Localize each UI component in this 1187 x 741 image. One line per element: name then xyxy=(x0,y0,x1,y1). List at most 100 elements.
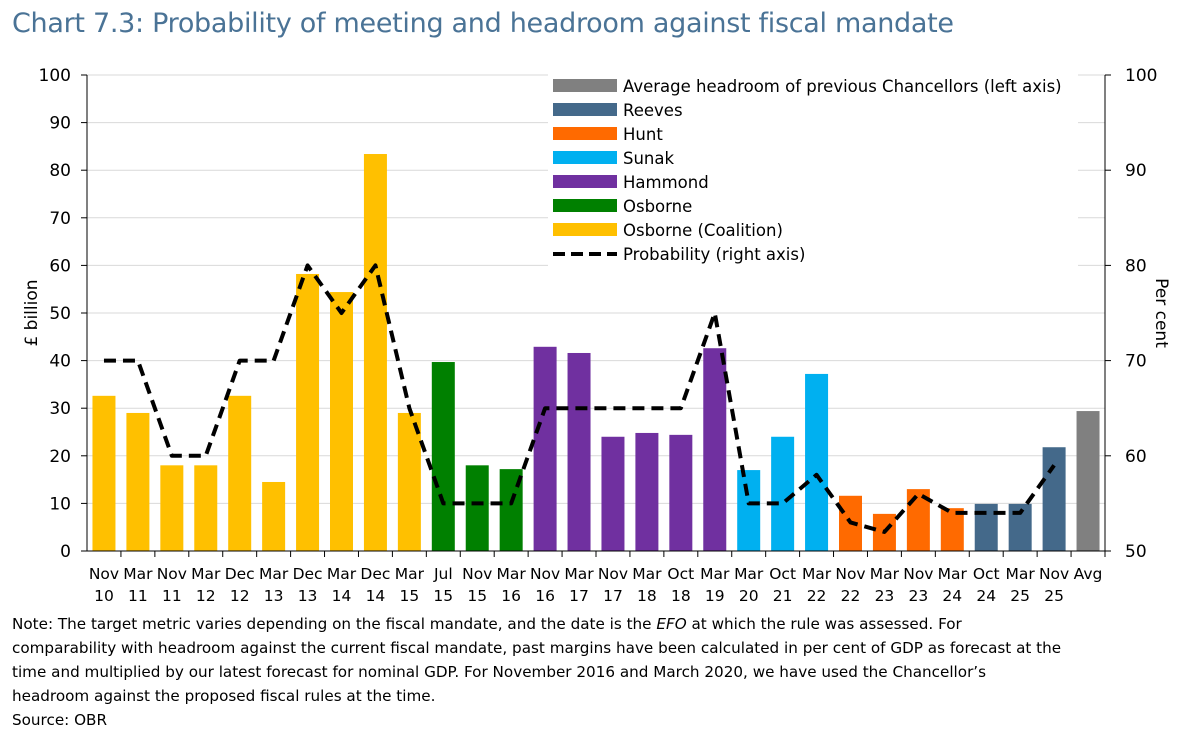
legend-swatch xyxy=(553,79,617,92)
y2-tick-label: 90 xyxy=(1125,161,1147,181)
x-tick-label: 11 xyxy=(128,587,148,605)
x-tick-label: Nov xyxy=(1039,565,1069,583)
bar xyxy=(296,273,320,551)
y2-tick-label: 70 xyxy=(1125,352,1147,372)
y2-tick-label: 50 xyxy=(1125,542,1147,562)
bar xyxy=(431,362,455,551)
x-tick-label: 20 xyxy=(739,587,759,605)
y-tick-label: 0 xyxy=(60,542,71,562)
x-tick-label: Mar xyxy=(497,565,527,583)
y-tick-label: 10 xyxy=(49,494,71,514)
x-tick-label: Oct xyxy=(973,565,1000,583)
bar xyxy=(1042,447,1066,551)
note-text: headroom against the proposed fiscal rul… xyxy=(12,687,436,705)
bar xyxy=(397,412,421,551)
x-tick-label: 25 xyxy=(1010,587,1030,605)
legend-swatch xyxy=(553,223,617,236)
x-tick-label: 17 xyxy=(569,587,589,605)
bar xyxy=(363,154,387,552)
legend-label: Hammond xyxy=(623,173,709,192)
note-text: time and multiplied by our latest foreca… xyxy=(12,663,987,681)
x-tick-label: 10 xyxy=(94,587,114,605)
y-tick-label: 60 xyxy=(49,256,71,276)
x-tick-label: 23 xyxy=(908,587,928,605)
x-tick-label: Mar xyxy=(632,565,662,583)
legend-box xyxy=(548,74,1078,270)
x-tick-label: Mar xyxy=(259,565,289,583)
y-axis-label: £ billion xyxy=(22,279,42,346)
bar xyxy=(940,508,964,551)
bar xyxy=(669,434,693,551)
x-tick-label: 23 xyxy=(875,587,895,605)
legend-label: Sunak xyxy=(623,149,674,168)
x-tick-label: Jul xyxy=(433,565,453,583)
bar xyxy=(974,503,998,551)
bar xyxy=(1076,411,1100,551)
bar xyxy=(906,489,930,551)
bar xyxy=(601,436,625,551)
x-tick-label: 15 xyxy=(433,587,453,605)
x-tick-label: Nov xyxy=(530,565,560,583)
bar xyxy=(194,465,218,551)
legend-swatch xyxy=(553,175,617,188)
x-tick-label: Dec xyxy=(225,565,255,583)
x-tick-label: 16 xyxy=(501,587,521,605)
x-tick-label: Mar xyxy=(123,565,153,583)
y2-tick-label: 60 xyxy=(1125,447,1147,467)
bar xyxy=(228,395,252,551)
bar xyxy=(92,395,116,551)
bar xyxy=(771,436,795,551)
bar xyxy=(126,412,150,551)
x-tick-label: Nov xyxy=(835,565,865,583)
x-tick-label: 12 xyxy=(196,587,216,605)
legend-swatch xyxy=(553,127,617,140)
legend-swatch xyxy=(553,199,617,212)
x-tick-label: Mar xyxy=(734,565,764,583)
x-tick-label: Nov xyxy=(157,565,187,583)
bar xyxy=(330,292,353,551)
x-tick-label: 11 xyxy=(162,587,182,605)
legend-label: Hunt xyxy=(623,125,663,144)
x-tick-label: Mar xyxy=(564,565,594,583)
x-tick-label: Nov xyxy=(89,565,119,583)
x-tick-label: Mar xyxy=(870,565,900,583)
note-text: at which the rule was assessed. For xyxy=(686,615,962,633)
x-tick-label: Nov xyxy=(462,565,492,583)
x-tick-label: Dec xyxy=(293,565,323,583)
x-tick-label: 18 xyxy=(671,587,691,605)
legend-swatch xyxy=(553,151,617,164)
chart-note: Note: The target metric varies depending… xyxy=(12,612,1061,732)
y2-axis-label: Per cent xyxy=(1151,278,1171,348)
legend-label: Average headroom of previous Chancellors… xyxy=(623,77,1062,96)
y2-tick-label: 100 xyxy=(1125,66,1157,86)
x-tick-label: 24 xyxy=(976,587,996,605)
x-tick-label: 16 xyxy=(535,587,555,605)
x-tick-label: 14 xyxy=(332,587,352,605)
bar xyxy=(703,348,727,551)
x-tick-label: 17 xyxy=(603,587,623,605)
x-tick-label: 14 xyxy=(366,587,386,605)
bar xyxy=(567,352,591,551)
x-tick-label: Mar xyxy=(395,565,425,583)
x-tick-label: 22 xyxy=(807,587,827,605)
y-tick-label: 40 xyxy=(49,352,71,372)
x-tick-label: Dec xyxy=(360,565,390,583)
x-tick-label: 21 xyxy=(773,587,793,605)
note-text: Note: The target metric varies depending… xyxy=(12,615,657,633)
y2-tick-label: 80 xyxy=(1125,256,1147,276)
bar xyxy=(160,465,184,551)
y-tick-label: 90 xyxy=(49,114,71,134)
bar xyxy=(533,346,557,551)
x-tick-label: 12 xyxy=(230,587,250,605)
x-tick-label: Mar xyxy=(191,565,221,583)
legend-label: Osborne xyxy=(623,197,692,216)
legend-label: Probability (right axis) xyxy=(623,245,805,264)
legend-label: Reeves xyxy=(623,101,683,120)
y-tick-label: 20 xyxy=(49,447,71,467)
x-tick-label: 19 xyxy=(705,587,725,605)
x-tick-label: Nov xyxy=(903,565,933,583)
note-text: comparability with headroom against the … xyxy=(12,639,1062,657)
x-tick-label: 15 xyxy=(399,587,419,605)
